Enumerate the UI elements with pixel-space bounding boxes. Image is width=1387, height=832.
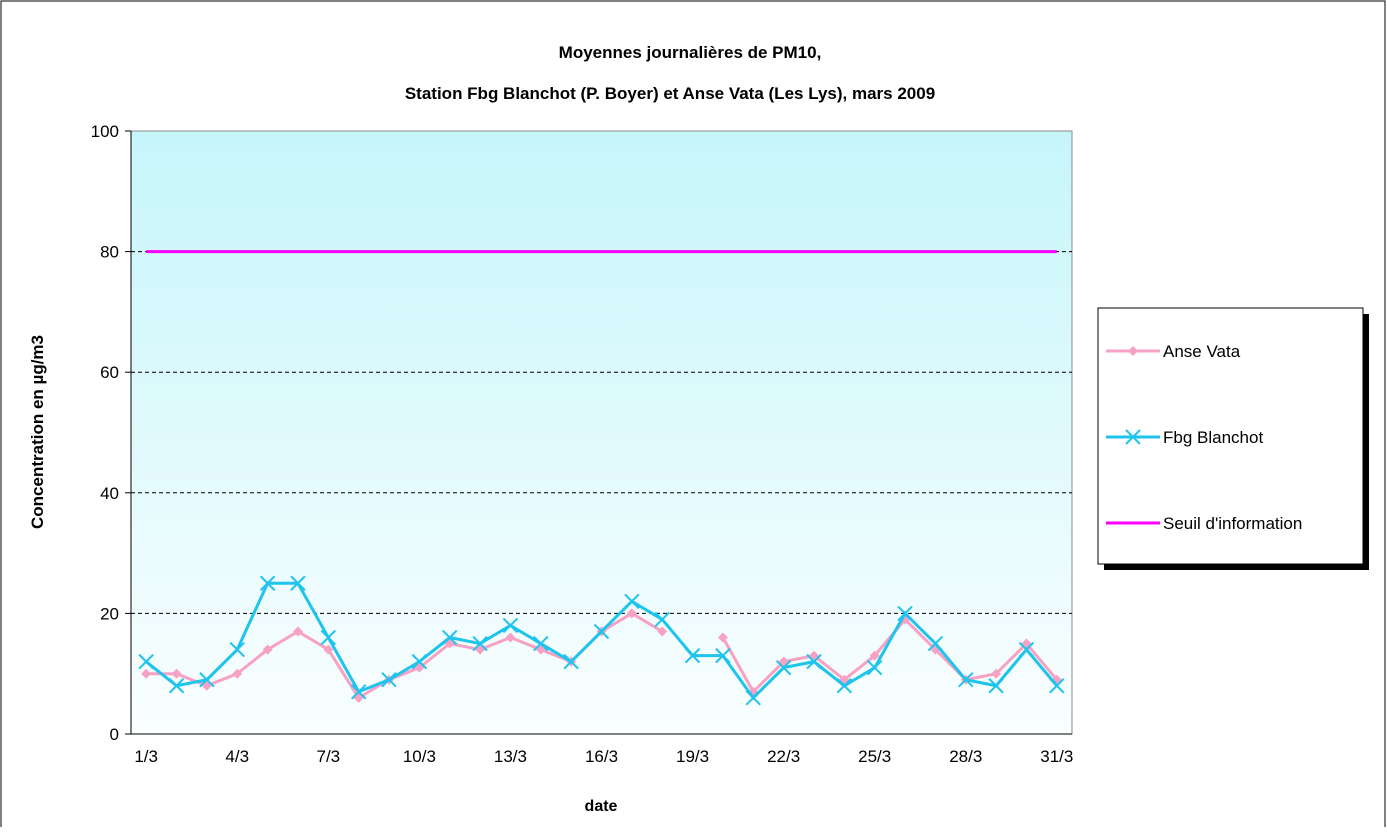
data-point xyxy=(866,659,883,676)
chart-title: Moyennes journalières de PM10, xyxy=(559,43,822,62)
data-point xyxy=(199,672,215,688)
data-point xyxy=(232,668,243,679)
y-tick-label: 0 xyxy=(110,725,119,744)
data-point xyxy=(171,668,182,679)
data-point xyxy=(624,593,640,610)
data-point xyxy=(657,626,668,637)
data-point xyxy=(323,644,334,655)
data-point xyxy=(138,653,154,670)
legend-marker xyxy=(1128,346,1138,356)
data-point xyxy=(717,632,728,643)
data-point xyxy=(745,690,761,706)
x-tick-label: 28/3 xyxy=(949,747,982,766)
data-point xyxy=(563,653,579,670)
x-tick-label: 22/3 xyxy=(767,747,800,766)
y-tick-label: 80 xyxy=(100,243,119,262)
y-tick-label: 100 xyxy=(91,122,119,141)
x-tick-label: 16/3 xyxy=(585,747,618,766)
data-point xyxy=(836,678,853,694)
data-point xyxy=(1049,678,1065,694)
data-point xyxy=(1018,641,1035,658)
y-tick-label: 40 xyxy=(100,484,119,503)
legend-label: Anse Vata xyxy=(1163,342,1241,361)
y-axis-title: Concentration en µg/m3 xyxy=(28,335,47,529)
x-tick-label: 1/3 xyxy=(134,747,158,766)
data-point xyxy=(168,678,185,694)
x-tick-label: 19/3 xyxy=(676,747,709,766)
x-tick-label: 13/3 xyxy=(494,747,527,766)
x-tick-label: 25/3 xyxy=(858,747,891,766)
legend-marker xyxy=(1125,429,1141,445)
data-point xyxy=(927,635,944,652)
data-point xyxy=(350,684,367,700)
data-point xyxy=(505,632,516,643)
data-point xyxy=(715,647,731,664)
x-tick-label: 4/3 xyxy=(225,747,249,766)
data-point xyxy=(988,678,1004,694)
y-tick-label: 20 xyxy=(100,604,119,623)
data-point xyxy=(684,647,701,664)
x-tick-label: 31/3 xyxy=(1040,747,1073,766)
data-point xyxy=(991,668,1002,679)
data-point xyxy=(381,672,397,688)
data-point xyxy=(262,644,273,655)
y-tick-label: 60 xyxy=(100,363,119,382)
data-point xyxy=(533,635,549,652)
data-point xyxy=(869,650,880,661)
x-tick-label: 10/3 xyxy=(403,747,436,766)
data-point xyxy=(806,653,822,670)
data-point xyxy=(593,623,610,640)
legend-label: Seuil d'information xyxy=(1163,514,1302,533)
data-point xyxy=(141,668,152,679)
x-axis-title: date xyxy=(585,798,618,815)
data-point xyxy=(411,653,428,670)
data-point xyxy=(292,626,303,637)
data-point xyxy=(897,605,913,622)
data-point xyxy=(442,629,458,646)
data-point xyxy=(958,672,974,688)
data-point xyxy=(290,575,306,591)
data-point xyxy=(654,611,670,628)
legend-label: Fbg Blanchot xyxy=(1163,428,1263,447)
data-point xyxy=(626,608,637,619)
chart-title: Station Fbg Blanchot (P. Boyer) et Anse … xyxy=(405,84,935,103)
data-point xyxy=(229,641,245,658)
data-point xyxy=(259,575,276,591)
data-point xyxy=(775,659,792,676)
data-point xyxy=(502,617,519,634)
data-point xyxy=(472,635,488,652)
x-tick-label: 7/3 xyxy=(316,747,340,766)
data-point xyxy=(320,629,337,646)
